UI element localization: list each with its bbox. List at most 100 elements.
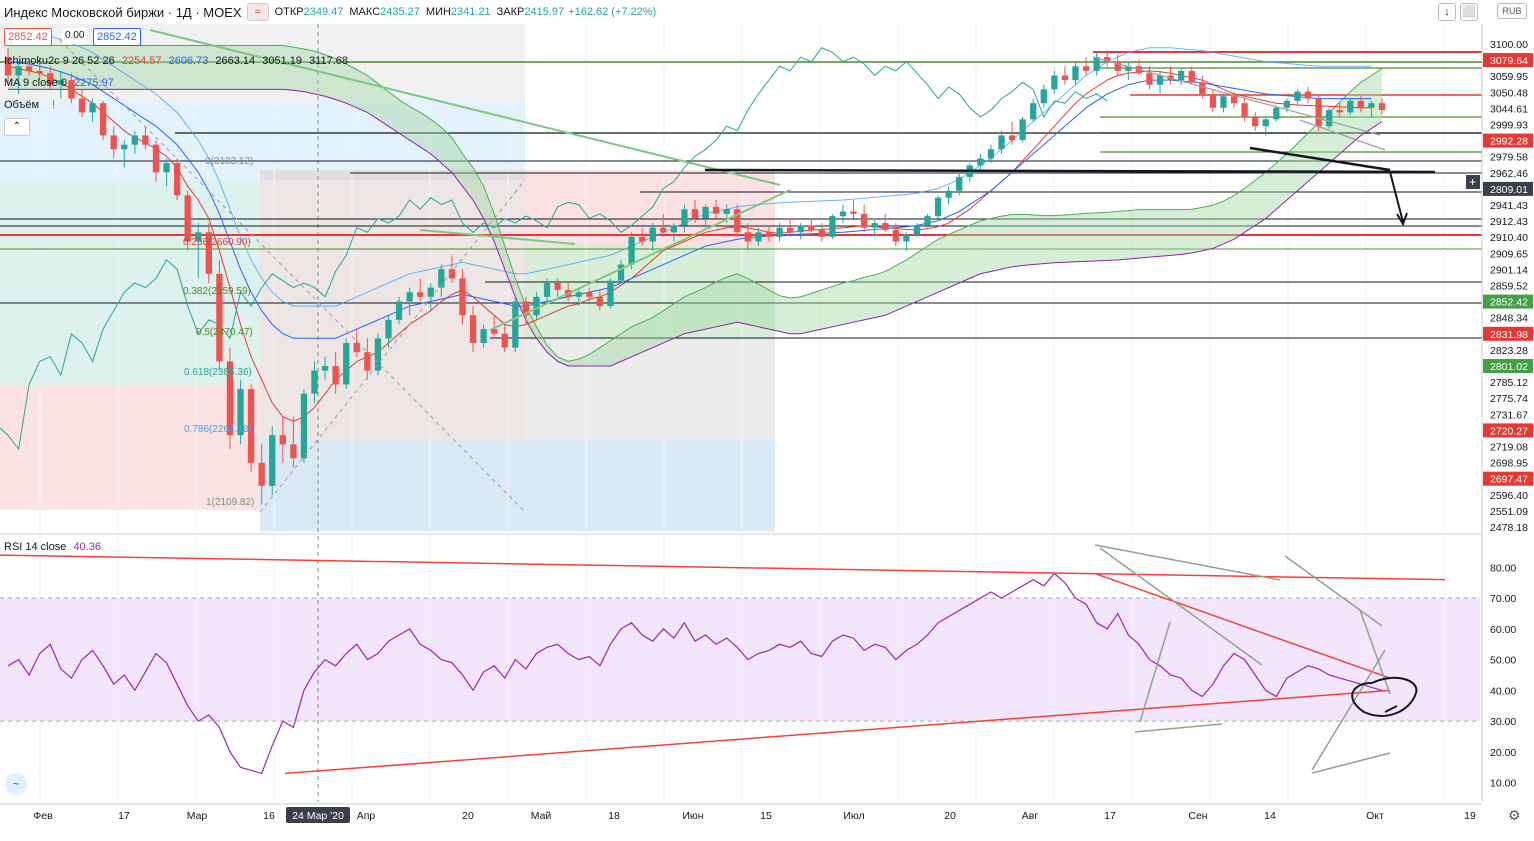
candle-body: [417, 292, 424, 297]
candle-body: [998, 135, 1005, 150]
gear-icon[interactable]: ⚙: [1508, 807, 1521, 823]
candle-body: [290, 444, 297, 459]
candle-body: [1273, 107, 1280, 120]
trend-line-grey: [1092, 56, 1381, 136]
candle-body: [448, 269, 456, 279]
price-axis-label: 2901.14: [1490, 264, 1528, 276]
candle-body: [1209, 93, 1217, 108]
candle-body: [882, 223, 889, 230]
price-axis-label: 3050.48: [1490, 87, 1528, 99]
time-axis-label: 15: [760, 810, 772, 822]
spread-value: 0.00: [62, 28, 88, 44]
price-axis-label: 2731.67: [1490, 409, 1528, 421]
background-zones: [0, 24, 1480, 802]
candle-body: [353, 342, 360, 353]
candle-body: [131, 135, 138, 145]
candle-body: [184, 195, 191, 242]
tradingview-logo-icon[interactable]: ~: [5, 773, 27, 795]
compare-button[interactable]: ≈: [246, 3, 269, 21]
rsi-legend[interactable]: RSI 14 close 40.36: [4, 541, 101, 553]
sell-price-box[interactable]: 2852.42: [4, 28, 52, 46]
ichimoku-cloud: [8, 45, 1383, 367]
currency-badge[interactable]: RUB: [1497, 3, 1527, 19]
candle-body: [469, 315, 477, 343]
candle-body: [734, 209, 741, 233]
ohlc-high-value: 2435.27: [380, 6, 420, 18]
rsi-axis-label: 40.00: [1490, 685, 1516, 697]
ichimoku-legend[interactable]: Ichimoku2c 9 26 52 26 2254.57 2606.73 26…: [4, 55, 348, 67]
time-axis-label: 17: [1104, 810, 1116, 822]
time-axis-label: Мар: [187, 810, 208, 822]
price-axis-label: 2720.27: [1490, 425, 1528, 437]
candle-body: [99, 103, 107, 136]
candle-body: [1368, 103, 1375, 108]
candle-body: [237, 389, 244, 436]
candle-body: [1188, 70, 1195, 83]
candle-body: [300, 393, 308, 459]
price-axis-label: 2831.98: [1490, 329, 1528, 341]
candle-body: [1304, 91, 1312, 99]
zone-blue-bottom: [260, 440, 775, 532]
trend-line-grey-2: [1299, 119, 1386, 151]
ma-value: 2275.97: [74, 77, 114, 89]
price-axis-label: 2992.28: [1490, 136, 1528, 148]
rsi-hand-circle: [1351, 676, 1418, 717]
candle-body: [596, 296, 604, 307]
rsi-annotation-line: [1284, 555, 1383, 627]
candle-body: [1283, 100, 1291, 108]
collapse-legend-icon[interactable]: ⌃: [4, 118, 30, 136]
fullscreen-icon[interactable]: ⬜: [1460, 3, 1478, 21]
candle-body: [1378, 103, 1386, 111]
price-axis-label: 2785.12: [1490, 377, 1528, 389]
ma-legend[interactable]: MA 9 close 0 2275.97: [4, 77, 114, 89]
candle-body: [913, 225, 921, 235]
ichimoku-value-2: 2606.73: [168, 55, 209, 67]
plus-button-bg: [1466, 175, 1480, 189]
time-axis-label: Фев: [33, 810, 53, 822]
candle-body: [1326, 110, 1333, 127]
buy-price-box[interactable]: 2852.42: [93, 28, 141, 46]
volume-legend[interactable]: Объём !: [4, 99, 55, 111]
price-axis-label: 2912.43: [1490, 216, 1528, 228]
candles: [4, 47, 1386, 505]
candle-body: [1294, 91, 1301, 101]
ohlc-close-label: ЗАКР: [496, 6, 525, 18]
candle-body: [343, 342, 350, 385]
price-axis-label: 3100.00: [1490, 39, 1528, 51]
rsi-band: [0, 598, 1480, 722]
candle-body: [269, 435, 276, 486]
price-axis-badge: [1483, 359, 1533, 373]
candle-body: [755, 232, 762, 242]
candle-body: [480, 329, 487, 343]
price-axis-label: 3079.64: [1490, 55, 1528, 67]
plus-icon: +: [1469, 175, 1476, 189]
price-axis-badge: [1483, 181, 1533, 196]
candle-body: [321, 366, 329, 371]
time-axis-bg: [0, 804, 1534, 841]
candle-body: [1051, 75, 1058, 90]
price-axis-label: 2909.65: [1490, 248, 1528, 260]
time-axis-label: 17: [118, 810, 130, 822]
rsi-value: 40.36: [73, 541, 101, 553]
candle-body: [1156, 75, 1164, 85]
zone-blue-top: [0, 100, 525, 180]
price-axis-label: 2979.58: [1490, 152, 1528, 164]
rsi-annotation-line: [1311, 752, 1391, 774]
candle-body: [1252, 117, 1259, 127]
candle-body: [1199, 82, 1206, 94]
candle-body: [68, 80, 75, 99]
candle-body: [195, 232, 202, 242]
candle-body: [491, 329, 498, 334]
symbol-title[interactable]: Индекс Московской биржи · 1Д · MOEX: [4, 4, 242, 20]
candle-body: [660, 227, 667, 233]
rsi-annotation-line: [1134, 723, 1223, 733]
price-axis-label: 2962.46: [1490, 168, 1528, 180]
ohlc-high-label: МАКС: [349, 6, 381, 18]
arrow-down-icon[interactable]: ↓: [1438, 3, 1456, 21]
volume-alert-icon[interactable]: !: [52, 99, 56, 111]
candle-body: [829, 216, 836, 237]
grid: [0, 24, 1482, 802]
candle-body: [406, 292, 413, 302]
time-axis-label: 24 Мар '20: [292, 810, 344, 822]
